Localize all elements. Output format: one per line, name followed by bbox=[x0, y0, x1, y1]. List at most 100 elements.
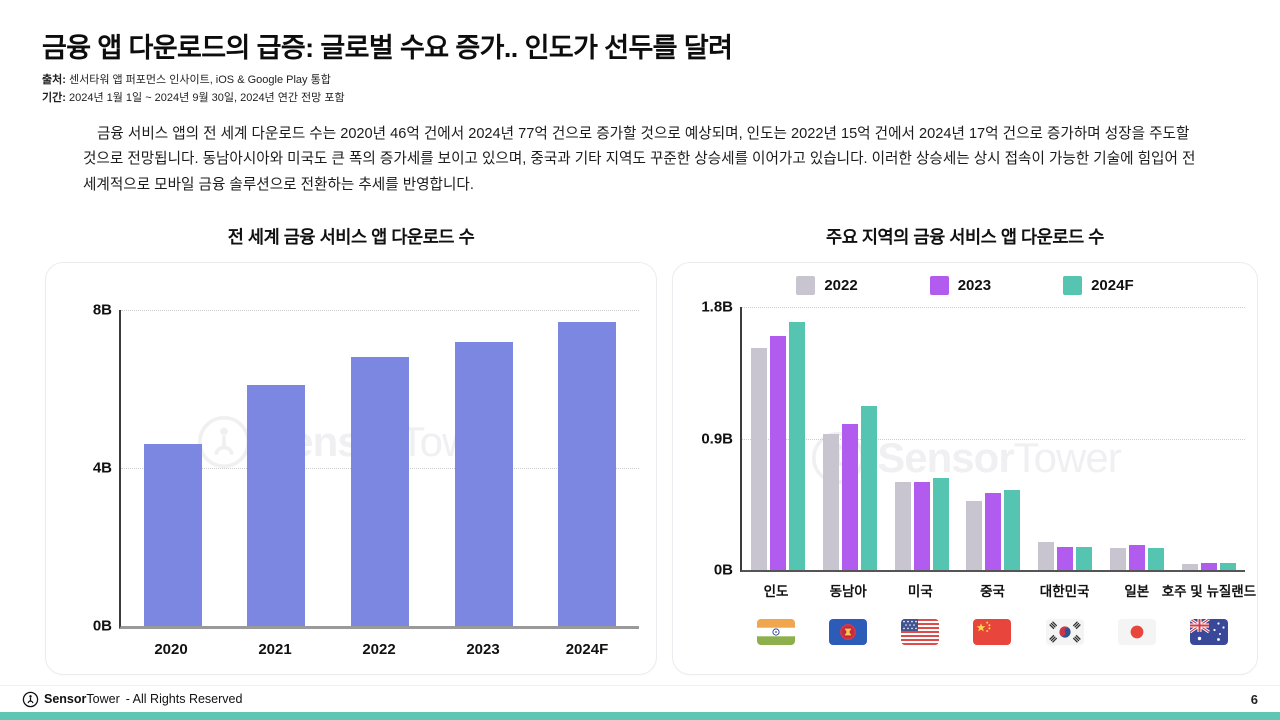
bar-group-일본 bbox=[1110, 307, 1165, 570]
gridline-1.8B bbox=[742, 307, 1245, 308]
bar-2020 bbox=[143, 444, 202, 626]
x-label-인도: 인도 bbox=[763, 584, 789, 599]
bar-group-동남아 bbox=[822, 307, 877, 570]
bar-group-대한민국 bbox=[1038, 307, 1093, 570]
charts-row: 전 세계 금융 서비스 앱 다운로드 수 SensorTower 8B 4B 0B … bbox=[45, 224, 1258, 675]
legend-label-2022: 2022 bbox=[824, 277, 858, 294]
bar-미국-2024F bbox=[932, 477, 949, 570]
bar-대한민국-2023 bbox=[1057, 546, 1074, 570]
bar-slot-2024F bbox=[535, 310, 639, 626]
flag-australia-nz-icon bbox=[1189, 619, 1228, 645]
bar-2022 bbox=[350, 357, 409, 626]
y-tick-label-0.9B: 0.9B bbox=[701, 430, 733, 447]
period-line: 기간: 2024년 1월 1일 ~ 2024년 9월 30일, 2024년 연간… bbox=[42, 91, 1238, 107]
legend-swatch-2023 bbox=[929, 276, 949, 295]
worldwide-chart-plot: 8B 4B 0B bbox=[93, 302, 639, 635]
bar-미국-2022 bbox=[894, 482, 911, 570]
x-label-일본: 일본 bbox=[1124, 584, 1150, 599]
regional-chart-card: 2022 2023 2024F SensorTower 1.8B 0.9B 0B 인도 동… bbox=[672, 262, 1258, 675]
x-label-2021: 2021 bbox=[258, 641, 292, 658]
bar-group-미국 bbox=[894, 307, 949, 570]
flag-china-icon bbox=[973, 619, 1012, 645]
footer-rights: - All Rights Reserved bbox=[125, 692, 243, 706]
bar-2021 bbox=[247, 385, 306, 626]
worldwide-chart-card: SensorTower 8B 4B 0B 2020 2021 2022 2023 2024F bbox=[45, 262, 657, 675]
x-label-2022: 2022 bbox=[362, 641, 396, 658]
source-label: 출처: bbox=[42, 74, 66, 86]
y-tick-label-0B: 0B bbox=[92, 617, 112, 635]
bar-동남아-2023 bbox=[841, 423, 858, 570]
bar-대한민국-2024F bbox=[1076, 546, 1093, 570]
x-label-2024F: 2024F bbox=[565, 641, 609, 658]
legend-label-2023: 2023 bbox=[957, 277, 992, 294]
bar-일본-2022 bbox=[1110, 548, 1127, 570]
bar-2023 bbox=[454, 341, 513, 626]
bar-호주 및 뉴질랜드-2022 bbox=[1181, 564, 1198, 570]
legend-item-2024F: 2024F bbox=[1063, 276, 1134, 295]
footer: SensorTower - All Rights Reserved 6 bbox=[0, 685, 1280, 712]
x-label-미국: 미국 bbox=[907, 584, 933, 599]
sensortower-logo-icon bbox=[22, 691, 39, 708]
slide-header: 금융 앱 다운로드의 급증: 글로벌 수요 증가.. 인도가 선두를 달려 출처… bbox=[0, 0, 1280, 198]
x-label-2020: 2020 bbox=[154, 641, 188, 658]
bar-중국-2022 bbox=[966, 501, 983, 570]
bar-slot-2023 bbox=[432, 310, 536, 626]
flag-usa-icon bbox=[901, 619, 940, 645]
gridline-0.9B bbox=[742, 438, 1245, 440]
bar-일본-2024F bbox=[1148, 548, 1165, 570]
bar-중국-2024F bbox=[1004, 489, 1021, 570]
accent-bottom-bar bbox=[0, 712, 1280, 720]
y-tick-label-0B: 0B bbox=[713, 561, 733, 579]
bar-slot-2021 bbox=[225, 310, 329, 626]
y-tick-label-4B: 4B bbox=[92, 459, 112, 477]
bar-인도-2022 bbox=[750, 347, 767, 570]
bar-동남아-2022 bbox=[822, 434, 839, 570]
bar-중국-2023 bbox=[985, 492, 1002, 570]
flag-india-icon bbox=[757, 619, 796, 645]
region-flags-row bbox=[740, 619, 1245, 645]
period-text: 2024년 1월 1일 ~ 2024년 9월 30일, 2024년 연간 전망 … bbox=[68, 91, 345, 104]
bar-group-인도 bbox=[750, 307, 805, 570]
bar-호주 및 뉴질랜드-2024F bbox=[1219, 562, 1236, 570]
bar-slot-2022 bbox=[328, 310, 432, 626]
source-text: 센서타워 앱 퍼포먼스 인사이트, iOS & Google Play 통합 bbox=[68, 74, 331, 86]
legend-swatch-2024F bbox=[1063, 276, 1083, 295]
regional-chart-plot: 1.8B 0.9B 0B bbox=[701, 299, 1245, 579]
bar-동남아-2024F bbox=[860, 406, 877, 570]
worldwide-chart-x-axis: 2020 2021 2022 2023 2024F bbox=[119, 641, 639, 658]
bar-인도-2023 bbox=[769, 336, 786, 570]
worldwide-chart-section: 전 세계 금융 서비스 앱 다운로드 수 SensorTower 8B 4B 0B … bbox=[45, 224, 657, 675]
regional-chart-title: 주요 지역의 금융 서비스 앱 다운로드 수 bbox=[826, 227, 1104, 247]
bar-호주 및 뉴질랜드-2023 bbox=[1200, 562, 1217, 570]
bars-container bbox=[121, 310, 639, 626]
bar-group-중국 bbox=[966, 307, 1021, 570]
legend-swatch-2022 bbox=[796, 276, 816, 295]
bar-slot-2020 bbox=[121, 310, 225, 626]
flag-south-korea-icon bbox=[1045, 619, 1084, 645]
bar-대한민국-2022 bbox=[1038, 542, 1055, 570]
bar-2024F bbox=[558, 321, 617, 626]
worldwide-chart-title: 전 세계 금융 서비스 앱 다운로드 수 bbox=[227, 227, 475, 247]
regional-chart-x-axis: 인도 동남아 미국 중국 대한민국 일본 호주 및 뉴질랜드 bbox=[740, 580, 1257, 600]
x-label-동남아: 동남아 bbox=[829, 584, 867, 599]
chart-legend: 2022 2023 2024F bbox=[673, 276, 1257, 295]
bar-미국-2023 bbox=[913, 482, 930, 570]
legend-item-2023: 2023 bbox=[929, 276, 992, 295]
bars-container bbox=[742, 307, 1245, 570]
regional-chart-section: 주요 지역의 금융 서비스 앱 다운로드 수 2022 2023 2024F Sen… bbox=[672, 224, 1258, 675]
x-label-호주 및 뉴질랜드: 호주 및 뉴질랜드 bbox=[1161, 584, 1257, 599]
y-tick-label-1.8B: 1.8B bbox=[701, 298, 733, 316]
flag-japan-icon bbox=[1117, 619, 1156, 645]
page-title: 금융 앱 다운로드의 급증: 글로벌 수요 증가.. 인도가 선두를 달려 bbox=[42, 33, 733, 63]
legend-item-2022: 2022 bbox=[796, 276, 858, 295]
flag-asean-icon bbox=[829, 619, 868, 645]
x-label-중국: 중국 bbox=[980, 584, 1005, 599]
bar-group-호주 및 뉴질랜드 bbox=[1181, 307, 1236, 570]
x-label-2023: 2023 bbox=[466, 641, 500, 658]
footer-brand: SensorTower bbox=[44, 692, 120, 706]
source-line: 출처: 센서타워 앱 퍼포먼스 인사이트, iOS & Google Play … bbox=[42, 73, 1238, 89]
x-label-대한민국: 대한민국 bbox=[1039, 584, 1090, 599]
bar-인도-2024F bbox=[788, 321, 805, 570]
legend-label-2024F: 2024F bbox=[1091, 277, 1134, 294]
